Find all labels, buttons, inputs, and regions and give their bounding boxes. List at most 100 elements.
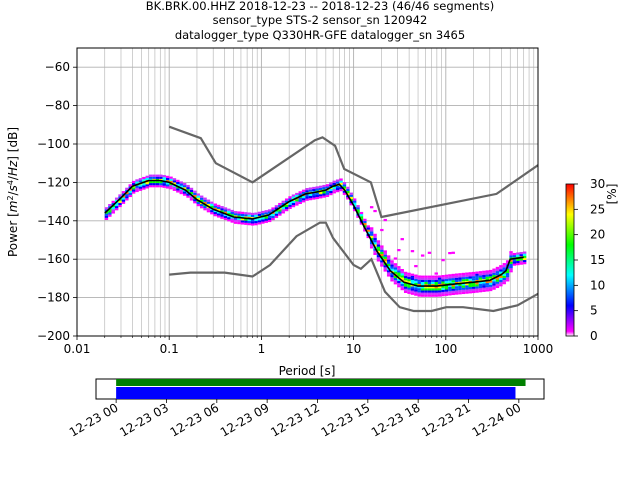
psd-cell bbox=[495, 271, 500, 274]
psd-cell bbox=[380, 228, 384, 232]
psd-cell bbox=[111, 209, 115, 212]
psd-cell bbox=[386, 259, 391, 262]
psd-cell bbox=[366, 235, 370, 239]
psd-cell bbox=[172, 188, 177, 191]
psd-cell bbox=[369, 231, 374, 234]
psd-cell bbox=[380, 260, 384, 263]
psd-cell bbox=[492, 274, 496, 278]
psd-cell bbox=[420, 292, 425, 295]
psd-cell bbox=[267, 215, 272, 218]
psd-cell bbox=[461, 287, 466, 290]
psd-cell bbox=[407, 276, 411, 280]
psd-cell bbox=[410, 275, 415, 278]
psd-cell bbox=[492, 270, 496, 273]
psd-cell bbox=[461, 272, 466, 276]
psd-cell bbox=[233, 217, 238, 220]
psd-cell bbox=[468, 291, 472, 294]
psd-cell bbox=[308, 195, 313, 199]
psd-cell bbox=[502, 273, 506, 276]
psd-cell bbox=[244, 220, 248, 223]
psd-cell bbox=[478, 273, 483, 276]
psd-cell bbox=[434, 286, 438, 289]
psd-cell bbox=[441, 287, 445, 290]
psd-cell bbox=[414, 276, 418, 279]
psd-cell bbox=[138, 178, 143, 181]
psd-cell bbox=[519, 262, 523, 265]
psd-cell bbox=[298, 201, 302, 205]
psd-cell bbox=[516, 252, 520, 255]
psd-cell bbox=[383, 252, 387, 255]
psd-cell bbox=[199, 199, 204, 202]
psd-cell bbox=[199, 204, 204, 207]
psd-cell bbox=[196, 204, 200, 207]
psd-cell bbox=[213, 205, 217, 208]
psd-cell bbox=[424, 294, 428, 297]
psd-cell bbox=[468, 286, 472, 290]
psd-cell bbox=[366, 229, 370, 232]
psd-cell bbox=[414, 280, 418, 284]
psd-cell bbox=[189, 189, 194, 193]
psd-cell bbox=[397, 285, 401, 288]
psd-cell bbox=[322, 184, 326, 188]
psd-cell bbox=[488, 284, 493, 287]
noise-models bbox=[168, 125, 538, 313]
psd-cell bbox=[230, 218, 234, 221]
psd-cell bbox=[254, 223, 258, 226]
psd-cell bbox=[400, 285, 404, 289]
psd-cell bbox=[135, 185, 139, 188]
psd-cell bbox=[444, 274, 449, 277]
psd-cell bbox=[444, 280, 449, 284]
psd-cell bbox=[179, 183, 183, 186]
psd-cell bbox=[407, 279, 411, 282]
low-noise-model-line bbox=[169, 221, 538, 313]
coverage-green-bar bbox=[116, 379, 526, 386]
psd-cell bbox=[152, 174, 156, 177]
chart-title-line-2: sensor_type STS-2 sensor_sn 120942 bbox=[212, 13, 428, 27]
psd-cell bbox=[223, 211, 228, 214]
psd-cell bbox=[216, 215, 221, 218]
psd-cell bbox=[162, 183, 166, 186]
psd-cell bbox=[169, 187, 173, 190]
x-tick-label: 0.01 bbox=[64, 342, 91, 356]
psd-cell bbox=[356, 215, 360, 218]
psd-cell bbox=[451, 288, 455, 291]
colorbar bbox=[565, 183, 575, 337]
psd-cell bbox=[193, 201, 197, 204]
psd-cell bbox=[301, 198, 306, 201]
psd-cell bbox=[393, 269, 398, 272]
psd-cell bbox=[485, 276, 489, 279]
psd-cell bbox=[505, 262, 510, 265]
psd-cell bbox=[312, 197, 316, 200]
psd-cell bbox=[441, 259, 445, 262]
psd-cell bbox=[145, 175, 149, 178]
psd-cell bbox=[444, 291, 449, 294]
psd-cell bbox=[118, 196, 122, 199]
coverage-tick-label: 12-23 15 bbox=[319, 400, 373, 439]
psd-cell bbox=[499, 271, 503, 274]
psd-cell bbox=[397, 249, 401, 252]
psd-cell bbox=[264, 220, 268, 223]
psd-cell bbox=[376, 246, 381, 249]
psd-cell bbox=[247, 218, 251, 222]
psd-cell bbox=[206, 208, 211, 211]
psd-cell bbox=[308, 189, 313, 192]
psd-cell bbox=[488, 272, 493, 275]
psd-cell bbox=[308, 193, 313, 196]
psd-cell bbox=[359, 211, 364, 215]
psd-cell bbox=[131, 189, 136, 192]
psd-cell bbox=[244, 212, 248, 215]
psd-cell bbox=[465, 283, 469, 286]
psd-cell bbox=[502, 265, 506, 268]
psd-cell bbox=[356, 211, 360, 214]
psd-cell bbox=[465, 291, 469, 294]
psd-cell bbox=[227, 217, 231, 220]
psd-cell bbox=[301, 189, 306, 192]
psd-cell bbox=[206, 199, 211, 202]
psd-cell bbox=[203, 199, 207, 202]
psd-cell bbox=[420, 284, 425, 287]
psd-cell bbox=[145, 186, 149, 189]
psd-cell bbox=[390, 279, 394, 282]
psd-cell bbox=[278, 202, 282, 206]
psd-cell bbox=[431, 277, 435, 280]
psd-cell bbox=[400, 277, 404, 280]
